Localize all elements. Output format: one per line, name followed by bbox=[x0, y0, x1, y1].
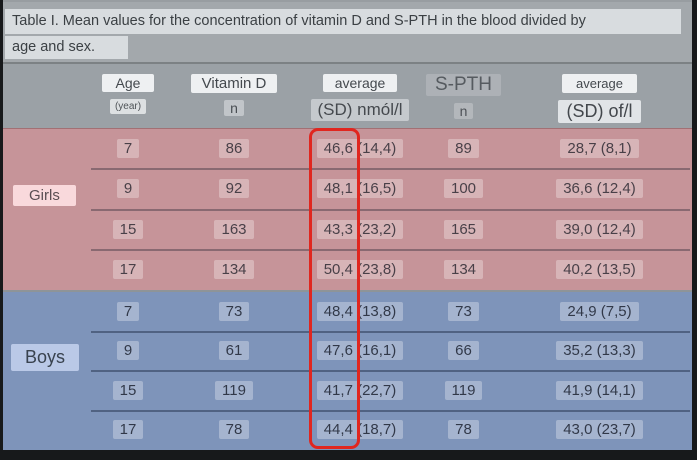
age-value: 15 bbox=[112, 380, 144, 400]
table-header-row: Age (year) Vitamin D n average (SD) nmól… bbox=[3, 62, 692, 128]
header-spth-average-label: average bbox=[562, 74, 637, 93]
vitd-n-value: 134 bbox=[214, 259, 254, 279]
vitd-avg-value: 48,1 (16,5) bbox=[316, 179, 404, 199]
header-spth-average-unit: (SD) of/l bbox=[558, 100, 641, 123]
table-caption-line1: Table I. Mean values for the concentrati… bbox=[5, 9, 681, 34]
table-row: 9 61 47,6 (16,1) 66 35,2 (13,3) bbox=[3, 330, 692, 372]
table-row: 7 86 46,6 (14,4) 89 28,7 (8,1) bbox=[3, 129, 692, 169]
vitd-avg-value: 48,4 (13,8) bbox=[316, 301, 404, 321]
spth-n-value: 119 bbox=[444, 380, 483, 400]
spth-n-value: 73 bbox=[448, 301, 479, 321]
table-row: 9 92 48,1 (16,5) 100 36,6 (12,4) bbox=[3, 168, 692, 209]
table-slide: Table I. Mean values for the concentrati… bbox=[3, 0, 692, 450]
spth-n-value: 66 bbox=[448, 341, 479, 361]
boys-section: Boys 7 73 48,4 (13,8) 73 24,9 (7,5) 9 61… bbox=[3, 290, 692, 450]
table-row: 15 163 43,3 (23,2) 165 39,0 (12,4) bbox=[3, 208, 692, 250]
header-age: Age (year) bbox=[88, 64, 168, 128]
age-value: 7 bbox=[116, 301, 140, 321]
vitd-avg-value: 44,4 (18,7) bbox=[316, 420, 404, 440]
spth-avg-value: 41,9 (14,1) bbox=[556, 380, 643, 400]
spth-n-value: 165 bbox=[443, 219, 484, 239]
header-vitd-average: average (SD) nmól/l bbox=[300, 64, 420, 128]
age-value: 9 bbox=[116, 179, 140, 199]
table-row: 17 134 50,4 (23,8) 134 40,2 (13,5) bbox=[3, 248, 692, 290]
vitd-avg-value: 43,3 (23,2) bbox=[316, 219, 404, 239]
spth-avg-value: 35,2 (13,3) bbox=[556, 341, 643, 361]
header-vitd-average-unit: (SD) nmól/l bbox=[311, 99, 409, 121]
spth-avg-value: 24,9 (7,5) bbox=[560, 301, 639, 321]
header-vitamin-d-n: n bbox=[224, 100, 244, 116]
vitd-n-value: 73 bbox=[218, 301, 250, 321]
age-value: 7 bbox=[116, 139, 140, 159]
girls-section: Girls 7 86 46,6 (14,4) 89 28,7 (8,1) 9 9… bbox=[3, 128, 692, 290]
table-caption-area: Table I. Mean values for the concentrati… bbox=[3, 0, 692, 62]
header-age-label: Age bbox=[101, 74, 155, 92]
spth-n-value: 78 bbox=[448, 420, 479, 440]
spth-avg-value: 28,7 (8,1) bbox=[560, 139, 639, 159]
spth-avg-value: 43,0 (23,7) bbox=[556, 420, 643, 440]
spth-n-value: 134 bbox=[443, 259, 484, 279]
vitd-n-value: 119 bbox=[215, 380, 253, 400]
vitd-n-value: 86 bbox=[218, 139, 250, 159]
girls-section-label: Girls bbox=[13, 185, 76, 206]
age-value: 15 bbox=[112, 219, 144, 239]
age-value: 9 bbox=[116, 341, 140, 361]
vitd-n-value: 163 bbox=[214, 219, 254, 239]
age-value: 17 bbox=[112, 420, 144, 440]
vitd-avg-value: 46,6 (14,4) bbox=[316, 139, 404, 159]
header-vitd-average-label: average bbox=[322, 74, 398, 92]
vitd-n-value: 92 bbox=[218, 179, 250, 199]
table-caption-line2: age and sex. bbox=[5, 36, 128, 59]
header-spth-average: average (SD) of/l bbox=[507, 64, 692, 128]
vitd-avg-value: 50,4 (23,8) bbox=[316, 259, 404, 279]
spth-avg-value: 40,2 (13,5) bbox=[556, 259, 643, 279]
header-vitamin-d: Vitamin D n bbox=[168, 64, 300, 128]
header-vitamin-d-label: Vitamin D bbox=[190, 74, 278, 93]
header-age-unit: (year) bbox=[109, 99, 147, 114]
table-row: 17 78 44,4 (18,7) 78 43,0 (23,7) bbox=[3, 409, 692, 451]
header-s-pth: S-PTH n bbox=[420, 64, 507, 128]
spth-n-value: 100 bbox=[443, 179, 484, 199]
spth-avg-value: 39,0 (12,4) bbox=[556, 219, 643, 239]
vitd-n-value: 61 bbox=[218, 341, 250, 361]
spth-avg-value: 36,6 (12,4) bbox=[556, 179, 643, 199]
vitd-avg-value: 41,7 (22,7) bbox=[316, 380, 404, 400]
table-row: 7 73 48,4 (13,8) 73 24,9 (7,5) bbox=[3, 292, 692, 332]
header-s-pth-label: S-PTH bbox=[426, 74, 501, 96]
table-row: 15 119 41,7 (22,7) 119 41,9 (14,1) bbox=[3, 370, 692, 411]
spth-n-value: 89 bbox=[448, 139, 479, 159]
vitd-n-value: 78 bbox=[218, 420, 250, 440]
vitd-avg-value: 47,6 (16,1) bbox=[316, 341, 404, 361]
header-spacer bbox=[3, 64, 88, 128]
age-value: 17 bbox=[112, 259, 144, 279]
header-s-pth-n: n bbox=[453, 103, 474, 119]
boys-section-label: Boys bbox=[11, 344, 80, 371]
